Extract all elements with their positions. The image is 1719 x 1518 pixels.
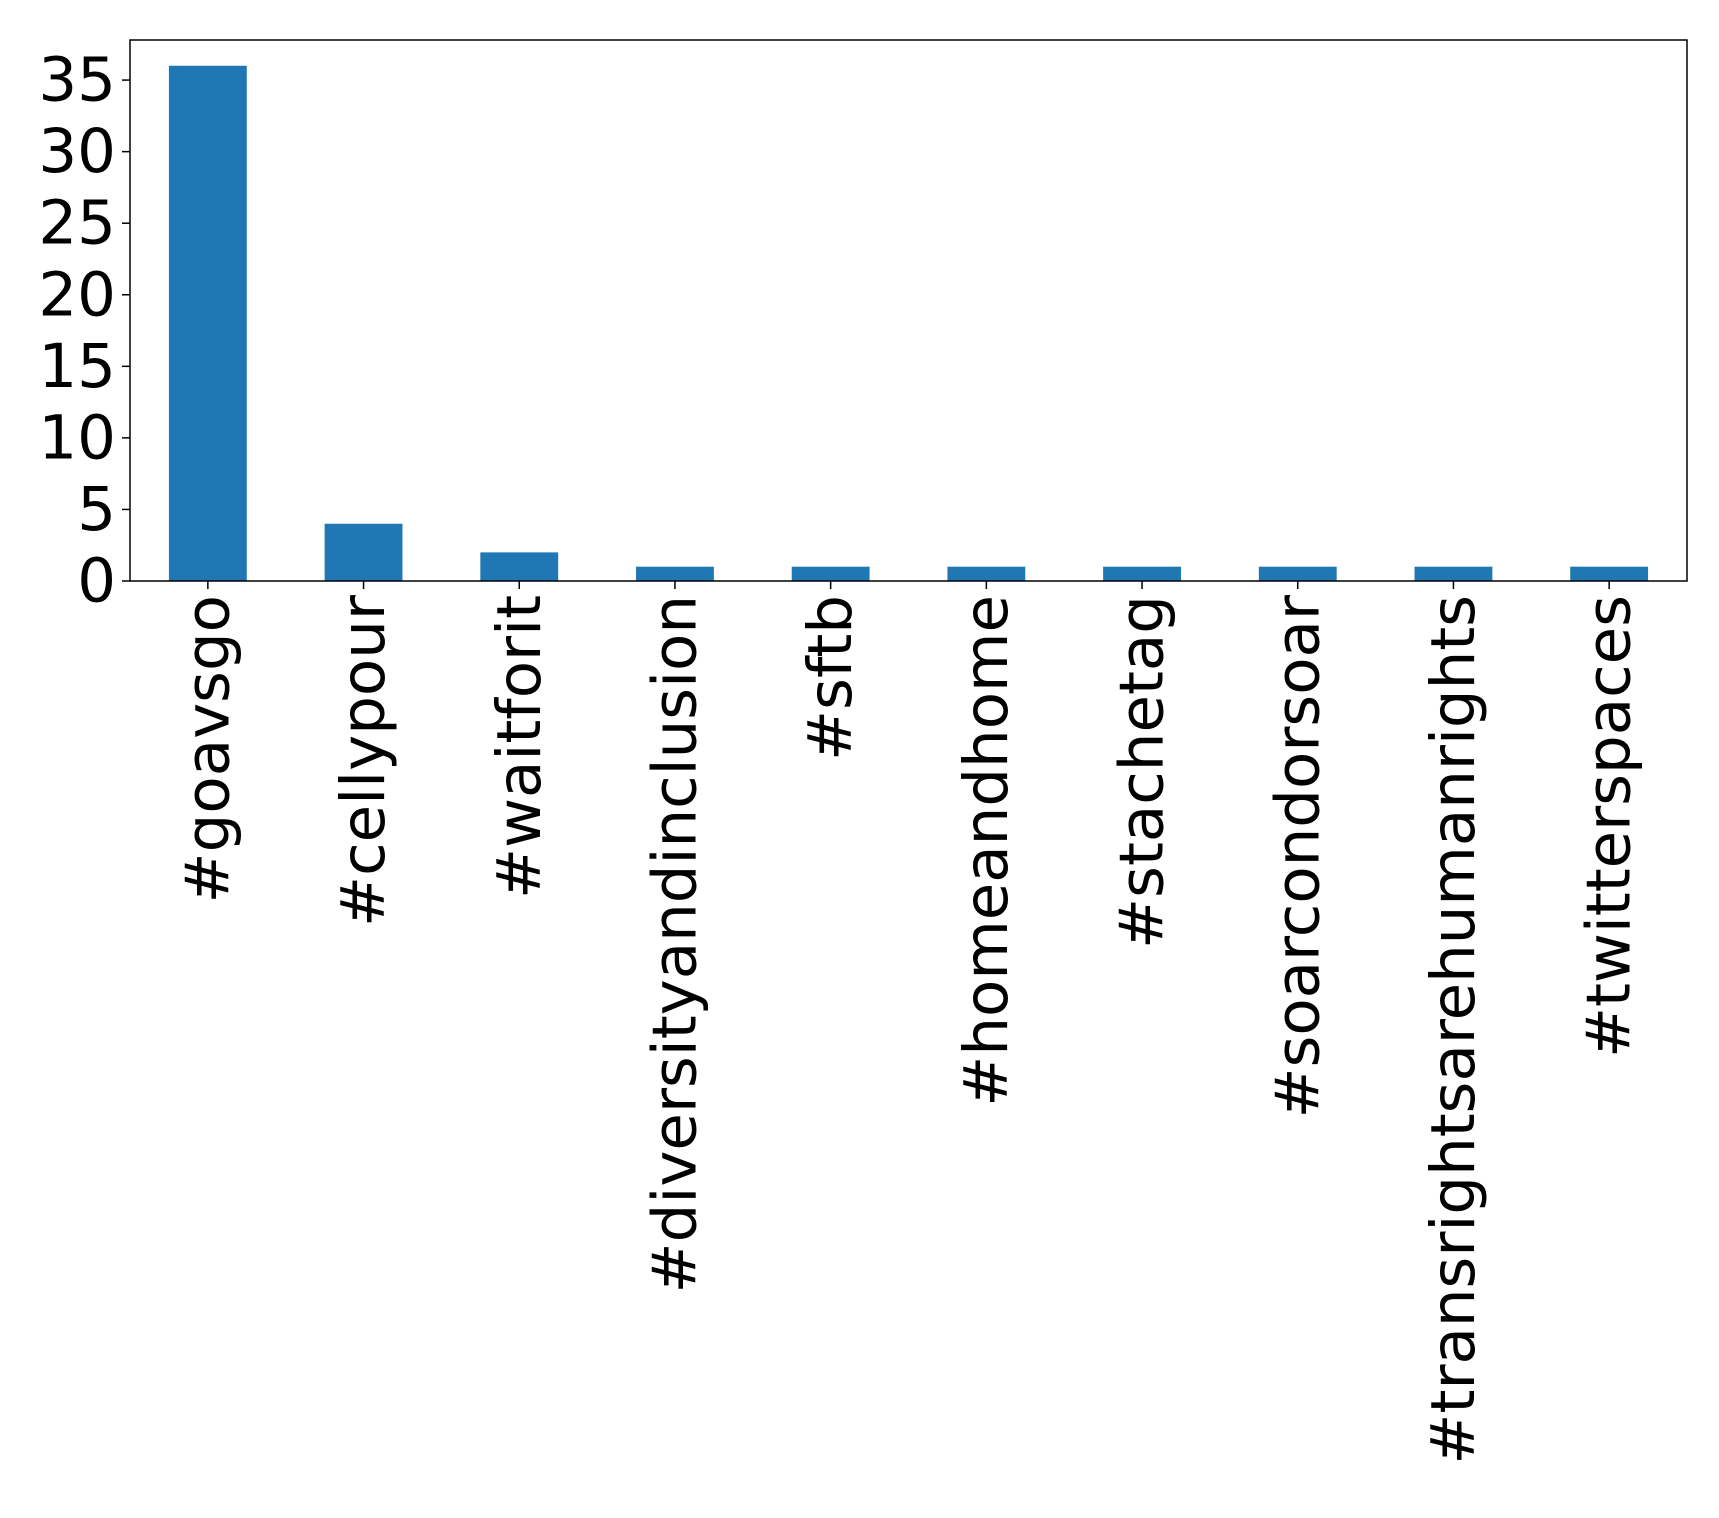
bar: [636, 566, 714, 581]
bar: [947, 566, 1026, 581]
y-tick-label: 5: [77, 474, 116, 545]
bar: [324, 523, 403, 581]
y-tick-label: 0: [77, 546, 116, 617]
x-axis: #goavsgo #cellypour #waitforit #diversityan…: [172, 581, 1645, 1465]
x-tick-label: #soarcondorsoar: [1262, 594, 1333, 1118]
bar: [1570, 566, 1649, 581]
bar: [1103, 566, 1181, 581]
plot-frame: [129, 39, 1688, 582]
bar: [480, 552, 559, 581]
x-tick-label: #homeandhome: [951, 595, 1022, 1107]
y-tick-label: 15: [38, 331, 116, 402]
bar: [168, 65, 247, 581]
x-tick-label: #goavsgo: [172, 595, 243, 903]
bar: [1414, 566, 1493, 581]
x-tick-label: #sftb: [795, 595, 866, 761]
y-tick-label: 25: [38, 188, 116, 259]
x-tick-label: #cellypour: [328, 594, 399, 927]
y-tick-label: 10: [38, 402, 116, 473]
x-tick-label: #waitforit: [484, 595, 555, 899]
bar: [791, 566, 870, 581]
y-tick-label: 35: [38, 45, 116, 116]
x-tick-label: #transrightsarehumanrights: [1418, 595, 1489, 1465]
y-tick-label: 20: [38, 259, 116, 330]
x-tick-label: #twitterspaces: [1574, 595, 1645, 1058]
bar: [1258, 566, 1337, 581]
x-tick-label: #stachetag: [1107, 595, 1178, 949]
x-tick-label: #diversityandinclusion: [639, 595, 710, 1293]
y-tick-label: 30: [38, 116, 116, 187]
bars-group: [168, 65, 1649, 581]
